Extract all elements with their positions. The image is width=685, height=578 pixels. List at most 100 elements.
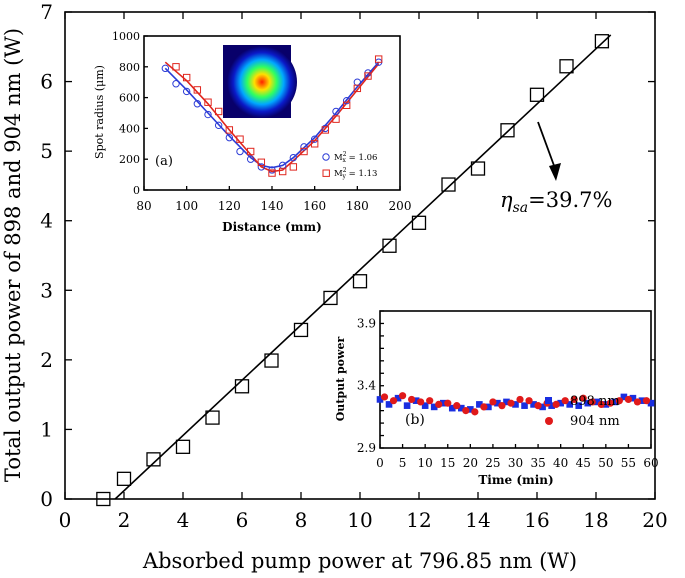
power-point-904nm xyxy=(498,402,506,410)
power-point-898nm xyxy=(421,402,429,409)
legend-label-mx: M2 x = 1.06 xyxy=(334,151,377,164)
data-point xyxy=(323,290,338,306)
inset-b-x-tick-label: 5 xyxy=(399,456,407,470)
power-point-898nm xyxy=(521,402,528,409)
inset-a-x-tick-label: 140 xyxy=(261,199,284,213)
spot-radius-point-mx xyxy=(214,121,223,130)
legend-marker-904 xyxy=(545,417,553,425)
main-y-tick-label: 1 xyxy=(40,417,53,441)
main-y-tick-label: 6 xyxy=(40,70,53,94)
data-point xyxy=(411,215,427,230)
inset-b-x-tick-label: 50 xyxy=(598,456,613,470)
inset-a-y-tick-label: 600 xyxy=(119,92,140,105)
data-point xyxy=(500,123,515,138)
spot-radius-point-mx xyxy=(236,147,244,156)
inset-a-x-tick-label: 200 xyxy=(389,199,412,213)
legend-label-898: 898 nm xyxy=(570,394,620,409)
spot-radius-point-mx xyxy=(193,100,202,108)
data-point xyxy=(264,353,279,368)
main-x-tick-label: 0 xyxy=(59,508,72,532)
spot-radius-point-my xyxy=(289,163,298,171)
inset-a-x-tick-label: 120 xyxy=(218,199,241,213)
beam-profile-image xyxy=(223,45,297,118)
spot-radius-point-my xyxy=(236,135,244,143)
inset-a-plot: 80 100 120 140 160 180 200 0 200 400 600 800 1000 (… xyxy=(93,30,411,234)
power-point-904nm xyxy=(516,395,524,404)
legend-marker-898 xyxy=(545,397,552,404)
inset-a-x-tick-label: 180 xyxy=(346,199,369,213)
data-point xyxy=(594,34,610,49)
main-x-tick-label: 10 xyxy=(347,508,372,532)
data-point xyxy=(441,177,456,192)
power-point-898nm xyxy=(448,404,456,412)
power-point-904nm xyxy=(525,397,533,405)
inset-a-x-tick-label: 160 xyxy=(303,199,326,213)
power-point-898nm xyxy=(638,397,646,404)
inset-b-panel-label: (b) xyxy=(405,412,425,428)
power-point-898nm xyxy=(557,399,564,407)
data-point xyxy=(205,410,220,425)
main-fit-line-group xyxy=(114,34,612,500)
data-point xyxy=(234,379,250,394)
power-point-904nm xyxy=(570,395,578,404)
spot-radius-point-mx xyxy=(289,153,298,162)
power-point-898nm xyxy=(620,393,628,401)
legend-marker-my xyxy=(322,169,330,177)
power-point-904nm xyxy=(561,397,569,405)
main-y-tick-label: 3 xyxy=(40,278,53,302)
power-point-904nm xyxy=(380,393,389,401)
inset-b-y-ticks: 2.9 3.4 3.9 xyxy=(357,310,384,455)
spot-radius-point-my xyxy=(172,63,180,71)
spot-radius-point-my xyxy=(204,98,212,106)
inset-a-y-tick-label: 800 xyxy=(119,61,140,74)
power-point-898nm xyxy=(647,399,655,407)
spot-radius-point-mx xyxy=(182,87,191,96)
power-point-898nm xyxy=(485,403,492,411)
spot-radius-point-my xyxy=(225,126,234,134)
inset-a-y-ticks: 0 200 400 600 800 1000 xyxy=(112,30,148,197)
power-point-898nm xyxy=(394,394,402,402)
inset-b-plot: 0 5 10 15 20 25 30 35 40 45 50 55 60 2.9 3.4 3.9 (b) T… xyxy=(334,310,659,487)
power-point-904nm xyxy=(597,400,605,409)
power-point-904nm xyxy=(417,398,425,406)
power-point-904nm xyxy=(435,400,443,409)
power-point-898nm xyxy=(611,398,619,406)
inset-b-x-tick-label: 15 xyxy=(440,456,455,470)
spot-radius-point-mx xyxy=(300,143,308,151)
data-point xyxy=(559,59,574,74)
power-point-898nm xyxy=(548,402,555,409)
inset-b-y-tick-label: 3.4 xyxy=(357,379,376,393)
inset-a-y-axis-label: Spot radius (μm) xyxy=(93,65,106,159)
power-point-898nm xyxy=(575,402,583,409)
spot-radius-point-my xyxy=(278,167,287,176)
spot-radius-point-mx xyxy=(172,80,180,88)
power-point-898nm xyxy=(430,403,438,411)
main-y-tick-label: 2 xyxy=(40,348,53,372)
power-point-898nm xyxy=(376,396,384,403)
spot-radius-point-mx xyxy=(342,96,351,105)
inset-b-x-tick-label: 0 xyxy=(376,456,384,470)
power-point-904nm xyxy=(624,395,633,404)
spot-radius-point-my xyxy=(310,140,319,148)
power-point-898nm xyxy=(512,401,519,408)
main-x-tick-label: 16 xyxy=(524,508,549,532)
linear-fit-line xyxy=(114,34,612,500)
spot-radius-point-my xyxy=(364,72,372,80)
spot-radius-point-my xyxy=(182,73,191,82)
spot-radius-point-my xyxy=(342,101,351,109)
power-point-904nm xyxy=(408,395,416,404)
power-point-898nm xyxy=(458,404,465,412)
data-point xyxy=(529,87,545,102)
power-point-898nm xyxy=(602,401,610,408)
spot-radius-point-mx xyxy=(246,155,255,163)
spot-radius-point-my xyxy=(257,158,266,166)
inset-b-x-tick-label: 35 xyxy=(530,456,545,470)
data-point xyxy=(352,274,368,289)
inset-b-x-tick-label: 10 xyxy=(418,456,433,470)
power-point-904nm xyxy=(426,397,434,405)
annotation-arrow-head xyxy=(549,163,561,181)
spot-radius-point-my xyxy=(300,147,308,156)
inset-a-x-axis-label: Distance (mm) xyxy=(222,220,322,234)
